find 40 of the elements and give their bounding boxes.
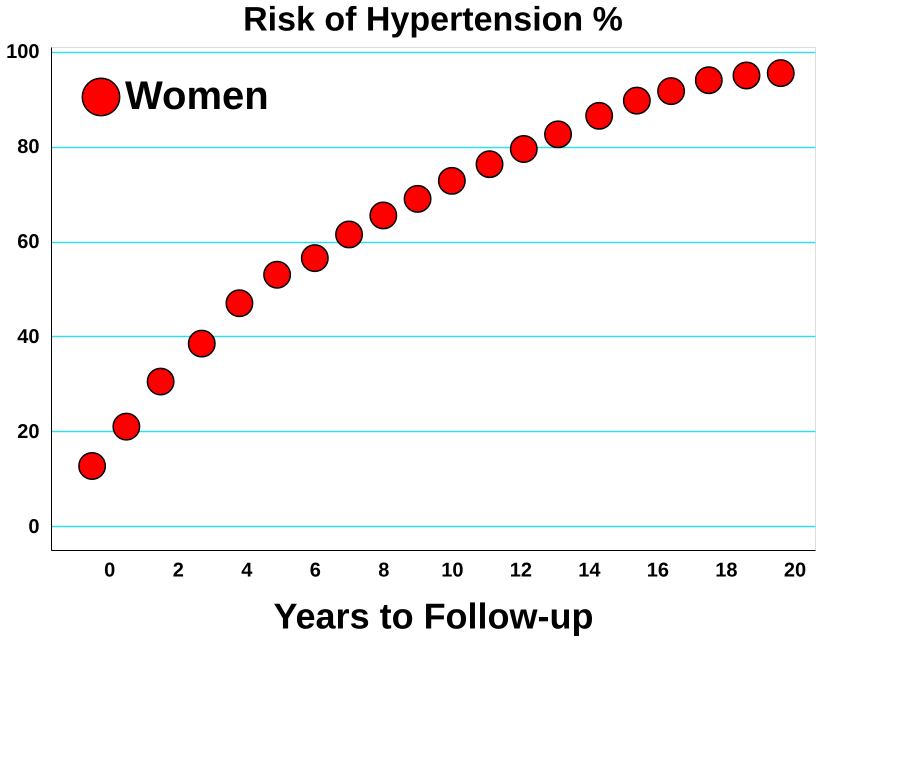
x-tick-label: 4 [241,560,254,582]
x-tick-label: 2 [172,560,184,582]
point [146,368,175,396]
y-tick-label: 40 [17,326,40,348]
point [766,59,795,88]
x-tick-label: 6 [310,560,321,582]
legend-label: Women [125,74,269,118]
x-tick-label: 10 [441,560,464,582]
y-tick-label: 100 [6,41,40,64]
x-axis-title: Years to Follow-up [273,596,594,636]
point [300,244,329,272]
point [622,86,651,115]
point [263,260,292,289]
x-tick-label: 12 [510,560,532,582]
point [78,452,106,480]
y-tick-label: 20 [17,420,40,443]
chart-title: Risk of Hypertension % [243,0,623,39]
point [188,330,216,358]
point [476,150,504,178]
point [585,102,614,130]
x-tick-label: 0 [104,560,116,582]
point [694,66,723,94]
point [335,220,364,248]
point [510,135,538,163]
point [732,62,760,90]
x-tick-label: 16 [646,560,670,582]
y-tick-label: 0 [28,516,40,538]
point [438,166,466,195]
point [225,289,254,318]
x-tick-label: 8 [378,560,390,582]
y-tick-label: 60 [17,231,40,254]
point [404,184,432,213]
point [544,120,572,148]
y-tick-label: 80 [17,136,40,158]
x-tick-label: 20 [784,560,806,582]
x-tick-label: 14 [578,560,602,582]
point [657,77,686,106]
point [369,202,398,230]
point [112,412,140,441]
x-tick-label: 18 [715,560,738,582]
